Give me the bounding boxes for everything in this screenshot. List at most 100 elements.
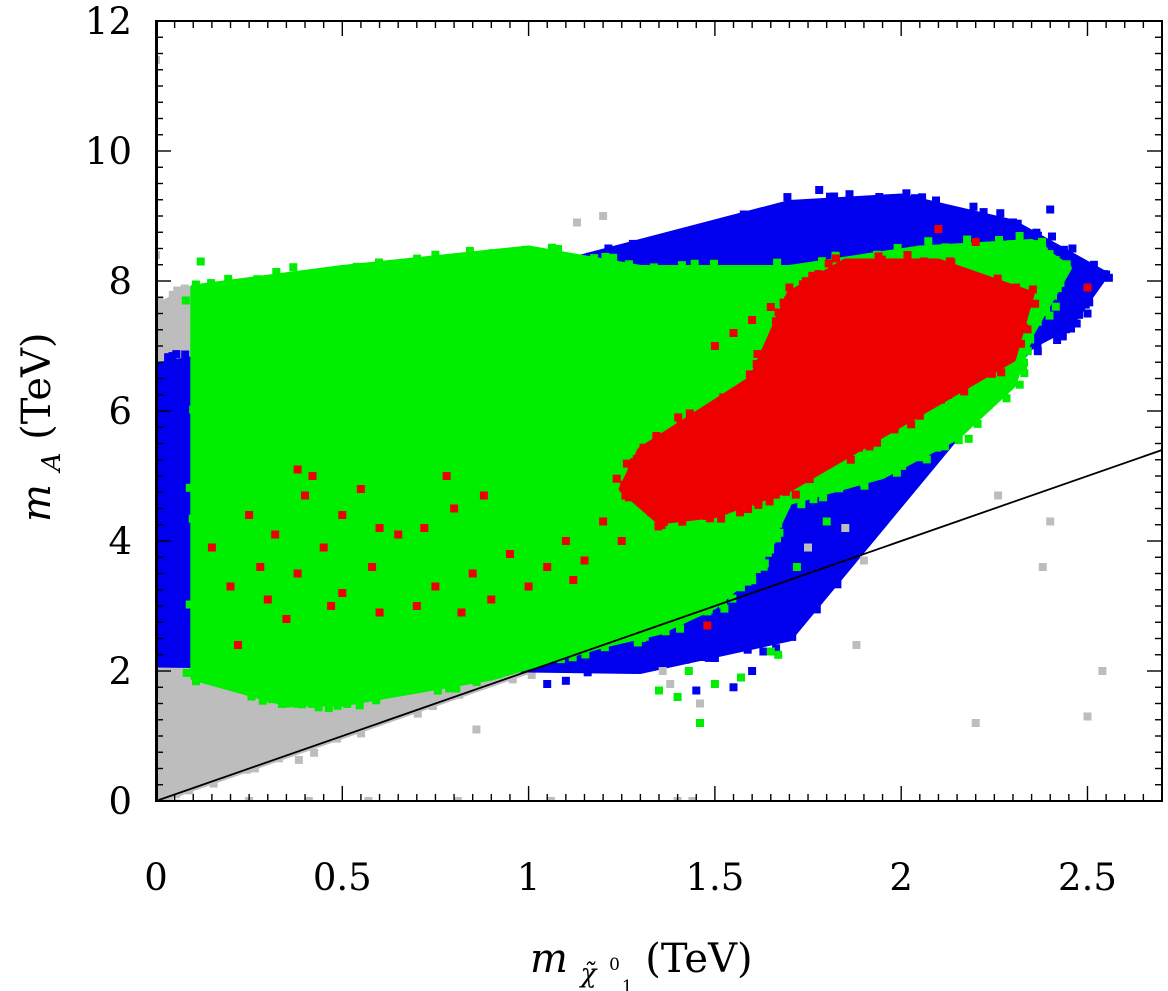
point-gray [1083,712,1092,721]
edge-point-green [308,700,317,708]
edge-point-red [853,259,862,267]
edge-point-green [267,690,276,699]
edge-point-green [703,607,712,616]
edge-point-green [325,697,334,706]
point-green [737,673,745,682]
edge-point-green [950,245,959,254]
edge-point-green [452,256,461,265]
edge-point-green [193,554,202,562]
edge-point-red [1031,299,1040,308]
edge-point-green [966,417,975,426]
point-blue [655,647,663,656]
edge-point-green [987,243,996,252]
edge-point-green [519,661,527,670]
edge-point-green [1009,364,1018,373]
edge-point-green [289,263,298,272]
edge-point-blue [950,208,959,217]
edge-point-blue [604,244,613,253]
edge-point-blue [184,574,193,583]
point-green [196,257,205,266]
edge-point-green [202,673,210,682]
edge-point-green [325,270,334,279]
point-gray [1038,563,1047,571]
edge-point-red [636,450,645,458]
edge-point-green [397,686,406,694]
point-red [710,342,719,350]
point-blue [815,186,824,194]
edge-point-red [812,465,821,474]
edge-point-blue [1051,327,1060,336]
edge-point-red [808,271,817,280]
edge-point-green [185,483,194,492]
edge-point-green [1056,278,1065,287]
edge-point-red [791,490,800,499]
edge-point-red [847,260,856,269]
y-axis-label-unit: (TeV) [14,333,60,440]
edge-point-blue [794,203,803,212]
edge-point-green [819,493,828,502]
edge-point-red [901,262,910,271]
edge-point-blue [833,580,842,589]
edge-point-green [764,530,773,538]
point-blue [1064,283,1073,292]
point-blue [748,667,757,675]
y-axis-label-symbol: m [14,484,60,522]
edge-point-green [866,253,875,261]
edge-point-red [647,501,655,509]
edge-point-red [771,317,780,326]
edge-point-green [375,258,383,267]
point-blue [636,660,645,669]
point-green [766,647,775,656]
edge-point-blue [181,350,190,359]
edge-point-green [1023,347,1032,356]
edge-point-blue [666,655,675,664]
edge-point-blue [185,357,194,366]
point-red [263,595,272,604]
y-tick-label: 0 [108,780,132,823]
point-blue [729,683,738,692]
edge-point-red [968,373,977,382]
edge-point-green [1051,256,1060,265]
edge-point-red [652,434,661,443]
edge-point-red [824,259,833,268]
edge-point-red [745,370,754,379]
edge-point-gray [156,352,163,360]
edge-point-green [835,484,844,493]
edge-point-green [343,268,352,277]
edge-point-red [1019,323,1028,332]
edge-point-green [207,279,216,288]
point-gray [859,556,868,565]
edge-point-gray [180,284,189,293]
edge-point-green [1020,358,1028,367]
edge-point-blue [1041,331,1050,340]
edge-point-blue [172,350,181,359]
edge-point-green [787,267,796,276]
edge-point-green [609,253,618,262]
edge-point-red [676,420,685,429]
edge-point-green [728,594,737,603]
edge-point-red [1002,351,1011,360]
point-green [684,667,693,675]
edge-point-green [676,624,684,633]
edge-point-red [639,496,648,505]
point-gray [994,491,1003,500]
edge-point-red [907,420,916,429]
edge-point-green [910,450,919,459]
edge-point-red [744,505,753,513]
edge-point-green [809,495,818,504]
edge-point-green [898,461,907,470]
edge-point-red [891,259,900,268]
edge-point-blue [1069,317,1078,325]
edge-point-red [993,274,1002,283]
edge-point-green [258,696,267,705]
point-blue [830,192,839,201]
edge-point-red [676,511,685,520]
edge-point-red [632,455,641,464]
edge-point-green [773,258,782,267]
edge-point-blue [911,194,919,203]
edge-point-gray [310,748,319,757]
edge-point-green [267,695,276,704]
edge-point-red [772,328,781,337]
edge-point-blue [826,192,834,201]
edge-point-blue [184,654,193,663]
